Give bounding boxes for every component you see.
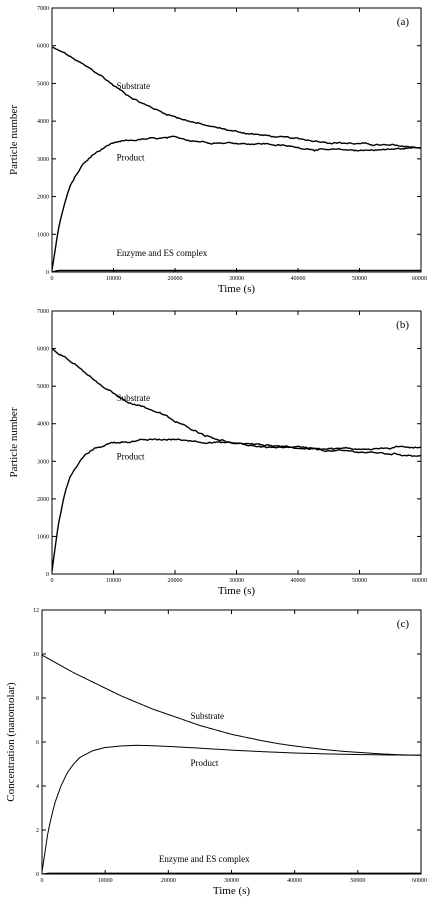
x-tick-label: 10000 — [106, 276, 121, 282]
plot-frame — [41, 609, 422, 875]
x-tick-label: 20000 — [168, 578, 183, 584]
x-tick-label: 40000 — [287, 878, 302, 884]
y-tick-label: 3000 — [37, 157, 49, 163]
y-tick-label: 4000 — [37, 422, 49, 428]
y-tick-label: 5000 — [37, 384, 49, 390]
series-line-3 — [51, 269, 421, 273]
y-tick-label: 6000 — [37, 347, 49, 353]
x-axis-title: Time (s) — [213, 885, 251, 897]
x-tick-label: 50000 — [350, 878, 365, 884]
y-tick-label: 6 — [36, 740, 39, 746]
panel-label: (b) — [396, 319, 409, 331]
annotation-label: Substrate — [190, 711, 224, 721]
y-tick-label: 12 — [33, 608, 39, 614]
series-line-1 — [51, 347, 422, 457]
annotation-label: Substrate — [117, 81, 151, 91]
series-line-1 — [41, 654, 422, 756]
annotation-label: Product — [117, 153, 145, 163]
annotation-label: Enzyme and ES complex — [159, 854, 250, 864]
x-axis-title: Time (s) — [218, 585, 256, 597]
y-tick-label: 7000 — [37, 6, 49, 12]
x-tick-label: 10000 — [98, 878, 113, 884]
x-tick-label: 50000 — [352, 578, 367, 584]
panel-label: (c) — [397, 618, 410, 630]
series-line-3 — [41, 872, 421, 875]
chart-panel-3: 0 10000 20000 30000 40000 50000 60000 0 2 4 6 8 10 12… — [5, 608, 427, 897]
y-tick-label: 1000 — [37, 534, 49, 540]
y-tick-label: 3000 — [37, 459, 49, 465]
annotation-label: Substrate — [117, 393, 151, 403]
chart-panel-1: 0 10000 20000 30000 40000 50000 60000 0 1000 2000… — [8, 6, 427, 295]
y-axis-title: Particle number — [8, 105, 20, 175]
x-tick-label: 40000 — [291, 578, 306, 584]
x-tick-label: 50000 — [352, 276, 367, 282]
x-tick-label: 30000 — [229, 578, 244, 584]
annotation-label: Enzyme and ES complex — [117, 248, 208, 258]
x-tick-label: 60000 — [412, 578, 427, 584]
plot-frame — [51, 7, 422, 273]
y-tick-label: 6000 — [37, 44, 49, 50]
y-tick-label: 1000 — [37, 232, 49, 238]
x-tick-label: 20000 — [168, 276, 183, 282]
series-line-1 — [51, 46, 422, 149]
y-tick-label: 10 — [33, 652, 39, 658]
y-tick-label: 0 — [36, 872, 39, 878]
plot-frame — [51, 310, 422, 575]
y-tick-label: 2000 — [37, 195, 49, 201]
series-line-2 — [41, 744, 422, 872]
x-tick-label: 20000 — [161, 878, 176, 884]
y-tick-label: 2 — [36, 828, 39, 834]
y-tick-label: 5000 — [37, 81, 49, 87]
y-tick-label: 4 — [36, 784, 39, 790]
x-axis-title: Time (s) — [218, 283, 256, 295]
series-line-2 — [51, 135, 422, 271]
x-tick-label: 0 — [51, 276, 54, 282]
y-tick-label: 2000 — [37, 497, 49, 503]
x-tick-label: 40000 — [291, 276, 306, 282]
annotation-label: Product — [190, 758, 218, 768]
panel-label: (a) — [397, 16, 410, 28]
x-tick-label: 60000 — [412, 878, 427, 884]
y-axis-title: Concentration (nanomolar) — [5, 682, 17, 802]
chart-panel-2: 0 10000 20000 30000 40000 50000 60000 0 1000 2000… — [8, 309, 427, 597]
y-tick-label: 0 — [46, 572, 49, 578]
y-tick-label: 0 — [46, 270, 49, 276]
y-tick-label: 8 — [36, 696, 39, 702]
x-tick-label: 30000 — [224, 878, 239, 884]
x-tick-label: 30000 — [229, 276, 244, 282]
annotation-label: Product — [117, 451, 145, 461]
y-tick-label: 4000 — [37, 119, 49, 125]
x-tick-label: 60000 — [412, 276, 427, 282]
x-tick-label: 10000 — [106, 578, 121, 584]
y-axis-title: Particle number — [8, 407, 20, 477]
x-tick-label: 0 — [41, 878, 44, 884]
series-line-2 — [51, 438, 422, 572]
y-tick-label: 7000 — [37, 309, 49, 315]
x-tick-label: 0 — [51, 578, 54, 584]
